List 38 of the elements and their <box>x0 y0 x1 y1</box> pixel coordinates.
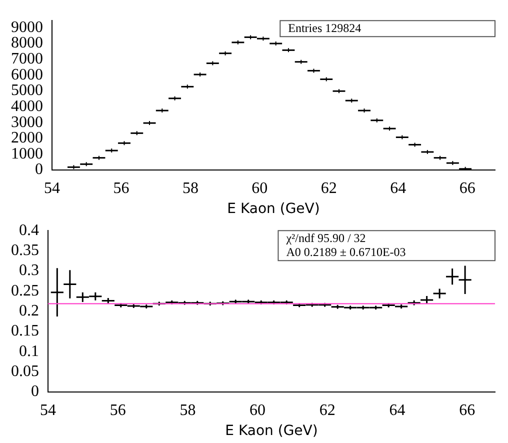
y-tick-label: 9000 <box>11 18 43 36</box>
y-tick-label: 4000 <box>11 98 43 115</box>
y-tick-label: 7000 <box>11 50 43 68</box>
x-tick-label: 58 <box>180 402 196 419</box>
x-tick-label: 62 <box>320 180 337 197</box>
x-tick-label: 64 <box>390 180 406 197</box>
x-axis-title: E Kaon (GeV) <box>225 423 318 440</box>
y-tick-label: 0.25 <box>11 282 39 300</box>
y-tick-label: 3000 <box>11 114 43 131</box>
x-tick-label: 64 <box>389 402 406 419</box>
y-tick-label: 0.1 <box>19 342 39 360</box>
x-tick-label: 54 <box>40 402 56 419</box>
y-tick-label: 8000 <box>11 34 43 52</box>
x-tick-label: 66 <box>459 402 476 419</box>
y-tick-label: 0.15 <box>11 322 39 340</box>
y-tick-label: 0.2 <box>19 302 39 320</box>
x-tick-label: 56 <box>113 180 130 197</box>
y-tick-label: 0.3 <box>19 262 39 280</box>
y-tick-label: 0.05 <box>11 363 39 380</box>
y-tick-label: 5000 <box>11 82 43 100</box>
annotation: Entries 129824 <box>288 20 362 35</box>
y-tick-label: 6000 <box>11 66 43 84</box>
y-tick-label: 0 <box>31 383 39 400</box>
x-axis-title: E Kaon (GeV) <box>227 201 320 218</box>
x-tick-label: 60 <box>252 180 268 197</box>
y-tick-label: 1000 <box>11 145 43 162</box>
x-tick-label: 60 <box>250 402 266 419</box>
y-tick-label: 0.35 <box>11 242 39 259</box>
annotation: χ²/ndf 95.90 / 32 <box>285 230 366 245</box>
x-tick-label: 62 <box>319 402 336 419</box>
annotation: A0 0.2189 ± 0.6710E-03 <box>286 244 406 259</box>
y-tick-label: 2000 <box>11 130 43 147</box>
y-tick-label: 0 <box>35 161 43 178</box>
y-tick-label: 0.4 <box>19 222 39 239</box>
x-tick-label: 56 <box>110 402 126 419</box>
x-tick-label: 58 <box>182 180 198 197</box>
x-tick-label: 66 <box>459 180 476 197</box>
x-tick-label: 54 <box>44 180 60 197</box>
